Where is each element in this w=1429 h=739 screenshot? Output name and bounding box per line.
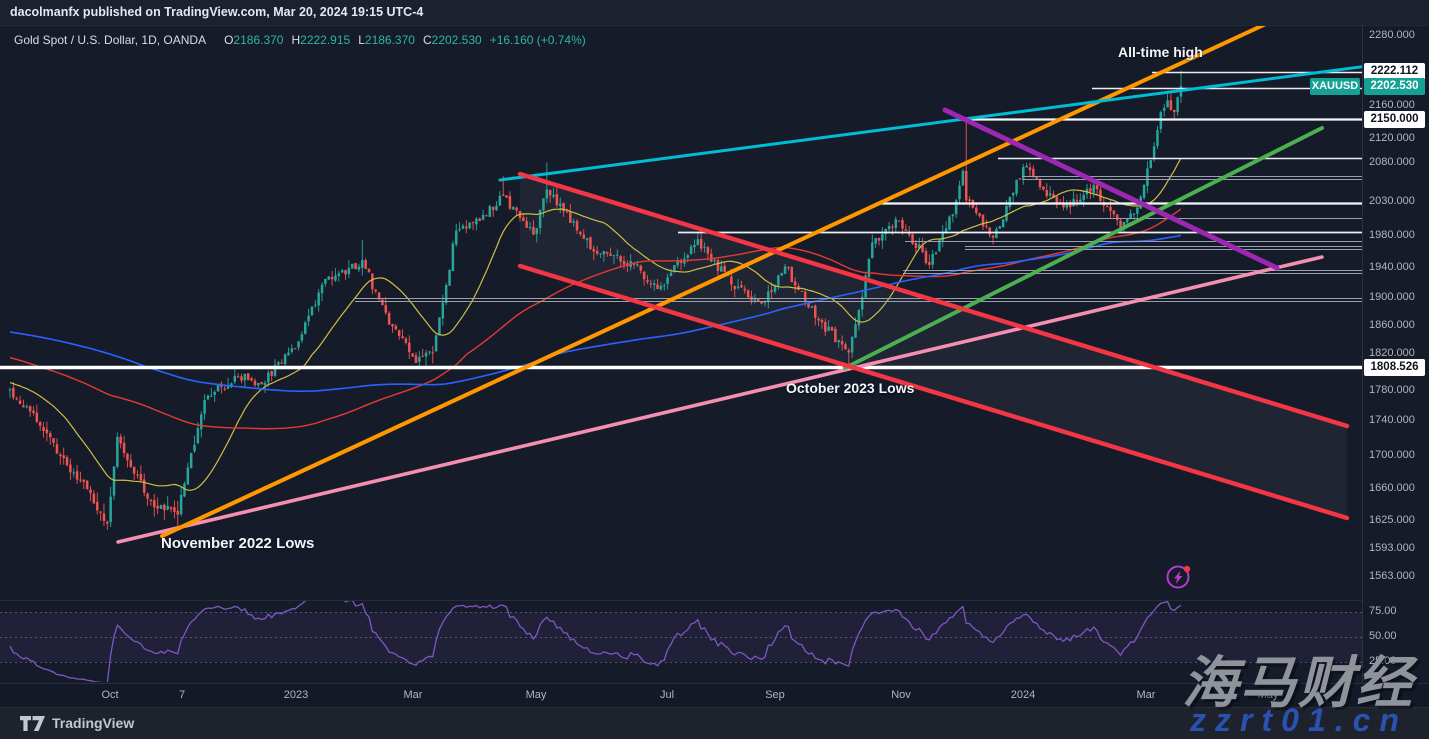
tradingview-logo[interactable]: TradingView: [20, 715, 134, 731]
close-key: C: [422, 33, 432, 47]
price-tick: 2280.000: [1369, 29, 1415, 41]
chart-annotation[interactable]: October 2023 Lows: [786, 380, 915, 396]
price-tick: 1940.000: [1369, 261, 1415, 273]
time-tick: Oct: [101, 689, 119, 701]
price-tick: 1820.000: [1369, 347, 1415, 359]
price-tick: 1740.000: [1369, 414, 1415, 426]
price-level-label: 2150.000: [1364, 110, 1425, 128]
rsi-tick: 50.00: [1369, 630, 1397, 642]
price-tick: 2160.000: [1369, 99, 1415, 111]
close-value: 2202.530: [431, 33, 482, 47]
current-price-label: 2202.530: [1364, 77, 1425, 95]
chart-annotation[interactable]: All-time high: [1118, 44, 1203, 60]
low-key: L: [358, 33, 365, 47]
price-axis-border: [1362, 25, 1363, 683]
price-tick: 1900.000: [1369, 291, 1415, 303]
pane-divider[interactable]: [0, 600, 1362, 601]
time-tick: Sep: [765, 689, 785, 701]
watermark-url-text: zzrt01.cn: [1190, 702, 1408, 738]
change-value: +16.160 (+0.74%): [489, 33, 586, 47]
chart-annotation[interactable]: November 2022 Lows: [161, 535, 315, 552]
time-tick: May: [525, 689, 547, 701]
publisher-bar: dacolmanfx published on TradingView.com,…: [0, 0, 1429, 26]
price-tick: 1625.000: [1369, 514, 1415, 526]
price-tick: 1860.000: [1369, 319, 1415, 331]
price-tick: 1660.000: [1369, 482, 1415, 494]
price-tick: 2030.000: [1369, 195, 1415, 207]
price-tick: 1980.000: [1369, 229, 1415, 241]
open-key: O: [224, 33, 234, 47]
time-tick: Mar: [1136, 689, 1156, 701]
price-tick: 1780.000: [1369, 384, 1415, 396]
high-value: 2222.915: [300, 33, 351, 47]
high-key: H: [291, 33, 301, 47]
price-level-label: 1808.526: [1364, 358, 1425, 376]
tradingview-brand-text: TradingView: [52, 715, 135, 731]
rsi-tick: 25.00: [1369, 655, 1397, 667]
price-axis[interactable]: 2280.000 2160.000 2120.000 2080.000 2030.000…: [1363, 0, 1429, 739]
time-tick: Jul: [659, 689, 675, 701]
time-axis[interactable]: Oct 7 2023 Mar May Jul Sep Nov 2024 Mar May: [0, 683, 1429, 708]
rsi-tick: 75.00: [1369, 605, 1397, 617]
watermark-cn-text: 海马财经: [1182, 651, 1414, 714]
tradingview-logo-icon: [20, 715, 45, 731]
open-value: 2186.370: [233, 33, 284, 47]
low-value: 2186.370: [364, 33, 415, 47]
publisher-text: dacolmanfx published on TradingView.com,…: [10, 5, 424, 19]
price-tick: 1700.000: [1369, 449, 1415, 461]
price-tick: 2120.000: [1369, 132, 1415, 144]
price-tick: 1593.000: [1369, 542, 1415, 554]
time-tick: Mar: [403, 689, 423, 701]
flash-ideas-icon[interactable]: [1164, 561, 1194, 591]
price-tick: 2080.000: [1369, 156, 1415, 168]
footer-bar: TradingView: [0, 708, 1429, 739]
symbol-title[interactable]: Gold Spot / U.S. Dollar, 1D, OANDA: [14, 33, 207, 47]
time-tick: May: [1257, 689, 1279, 701]
time-tick: Nov: [891, 689, 911, 701]
price-tick: 1563.000: [1369, 570, 1415, 582]
time-tick: 7: [178, 689, 186, 701]
symbol-price-tag: XAUUSD: [1310, 77, 1360, 95]
symbol-legend: Gold Spot / U.S. Dollar, 1D, OANDA O2186.…: [14, 33, 586, 47]
price-level-label: 2222.112: [1364, 62, 1425, 80]
time-tick: 2023: [283, 689, 309, 701]
time-tick: 2024: [1010, 689, 1036, 701]
